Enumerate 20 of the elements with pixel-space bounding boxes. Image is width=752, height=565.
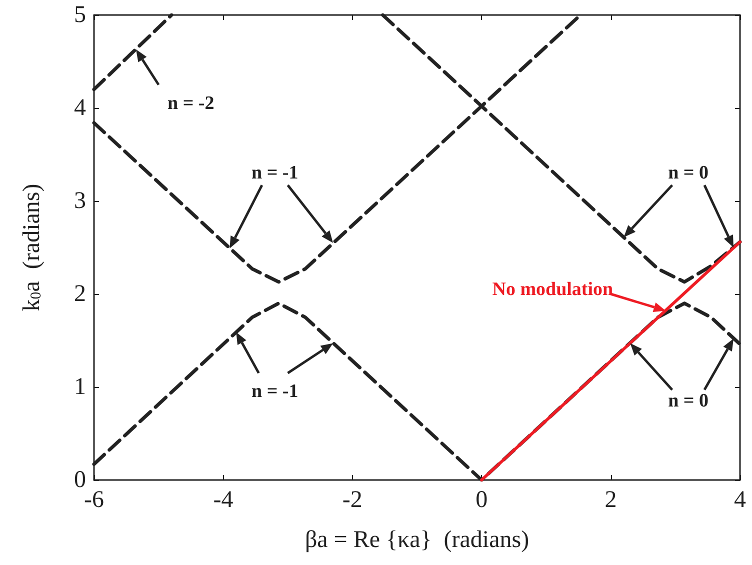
- y-tick-label: 3: [74, 188, 86, 214]
- annotation: n = 0: [668, 390, 709, 412]
- x-tick-label: -2: [342, 487, 362, 513]
- x-tick-label: 2: [604, 487, 617, 513]
- y-tick-label: 4: [74, 95, 86, 121]
- y-tick-label: 2: [74, 281, 86, 307]
- y-tick-label: 0: [74, 467, 86, 493]
- annotation: n = -1: [252, 162, 298, 184]
- y-axis-title: k0a (radians): [19, 184, 45, 312]
- annotation: No modulation: [492, 278, 614, 300]
- x-axis-title: βa = Re {κa} (radians): [304, 527, 530, 553]
- x-tick-label: 0: [476, 487, 488, 513]
- annotation: n = -2: [168, 92, 214, 114]
- x-tick-label: -4: [213, 487, 234, 513]
- x-tick-label: 4: [734, 487, 746, 513]
- y-tick-label: 5: [74, 2, 86, 28]
- annotation: n = -1: [252, 381, 298, 402]
- annotation: n = 0: [668, 162, 709, 184]
- y-tick-label: 1: [74, 374, 86, 400]
- x-tick-label: -6: [84, 487, 104, 513]
